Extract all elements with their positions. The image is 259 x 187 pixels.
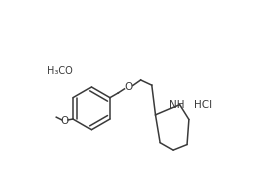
Text: O: O (124, 82, 133, 92)
Text: NH: NH (169, 100, 185, 110)
Text: HCl: HCl (194, 100, 212, 110)
Text: O: O (61, 116, 69, 126)
Text: H₃CO: H₃CO (47, 66, 73, 76)
